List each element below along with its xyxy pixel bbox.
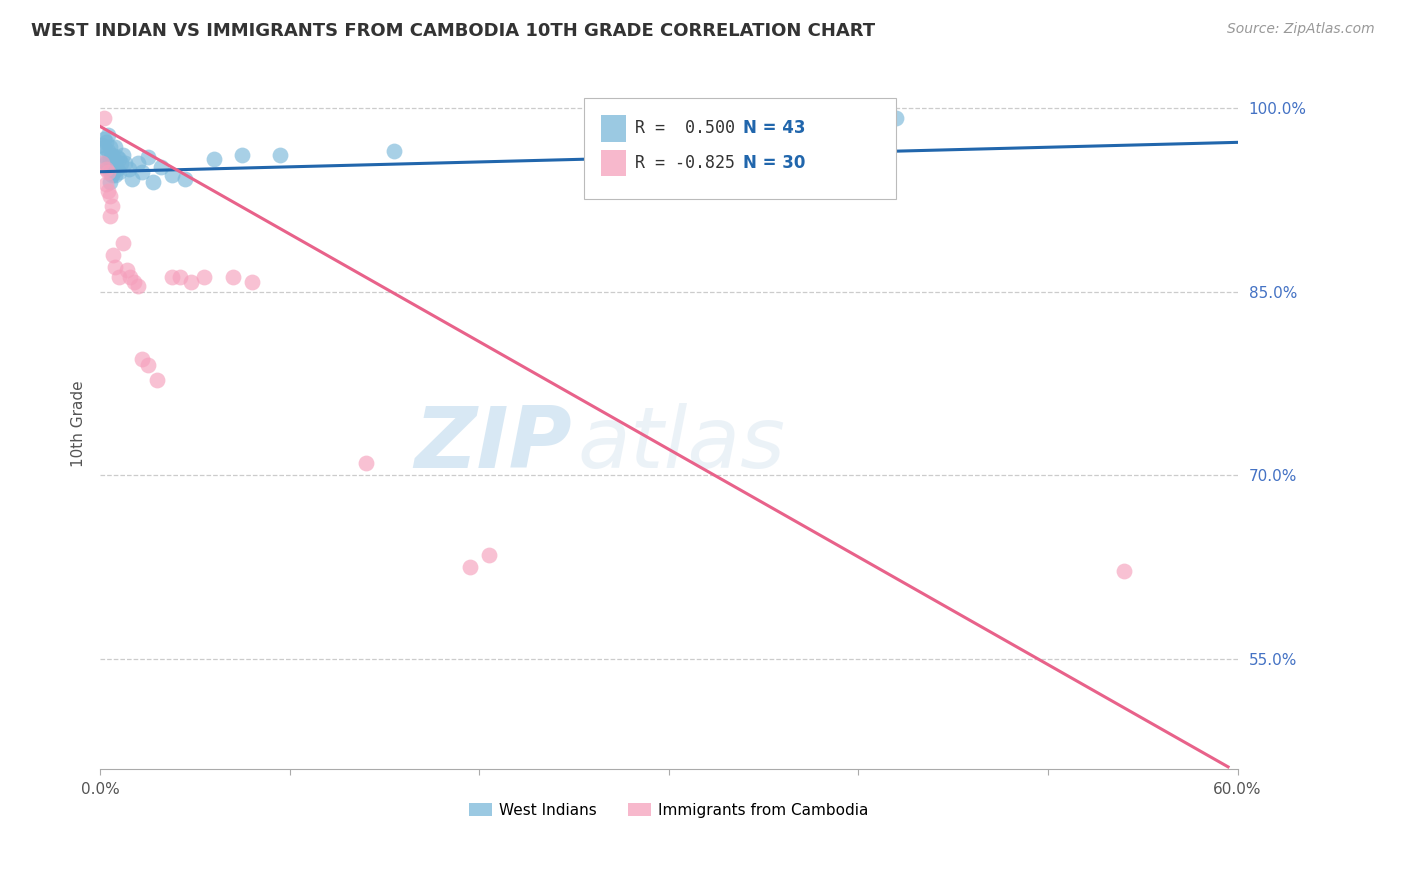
Point: [222, 270, 245, 285]
Text: WEST INDIAN VS IMMIGRANTS FROM CAMBODIA 10TH GRADE CORRELATION CHART: WEST INDIAN VS IMMIGRANTS FROM CAMBODIA …: [31, 22, 875, 40]
Point: [93, 131, 115, 145]
Point: [97, 128, 120, 142]
Point: [94, 136, 117, 150]
Point: [127, 278, 149, 293]
Text: Source: ZipAtlas.com: Source: ZipAtlas.com: [1227, 22, 1375, 37]
Point: [136, 358, 159, 372]
Point: [354, 456, 377, 470]
Point: [97, 184, 120, 198]
Text: N = 43: N = 43: [742, 119, 806, 137]
Point: [131, 352, 153, 367]
Point: [600, 153, 623, 167]
Point: [884, 111, 907, 125]
Point: [103, 248, 125, 262]
Point: [105, 150, 128, 164]
Point: [91, 156, 114, 170]
Y-axis label: 10th Grade: 10th Grade: [72, 380, 86, 467]
Point: [98, 165, 121, 179]
FancyBboxPatch shape: [600, 115, 626, 142]
Point: [94, 162, 117, 177]
Point: [122, 275, 145, 289]
Point: [94, 177, 117, 191]
Point: [174, 172, 197, 186]
Point: [100, 147, 122, 161]
Point: [478, 548, 501, 562]
Point: [142, 175, 165, 189]
Point: [160, 169, 183, 183]
Point: [146, 373, 169, 387]
Text: R = -0.825: R = -0.825: [634, 153, 735, 171]
Text: N = 30: N = 30: [742, 153, 806, 171]
Text: ZIP: ZIP: [415, 402, 572, 485]
Point: [100, 160, 122, 174]
Point: [136, 150, 159, 164]
Point: [127, 156, 149, 170]
Point: [269, 147, 291, 161]
Point: [131, 165, 153, 179]
Point: [115, 262, 138, 277]
Point: [108, 153, 131, 167]
Point: [98, 153, 121, 167]
Point: [231, 147, 253, 161]
Point: [98, 209, 121, 223]
Point: [100, 169, 122, 183]
Point: [97, 165, 120, 179]
Point: [91, 137, 114, 152]
Point: [104, 169, 127, 183]
Point: [121, 172, 143, 186]
Point: [117, 162, 139, 177]
Point: [93, 140, 115, 154]
Point: [94, 156, 117, 170]
Point: [94, 150, 117, 164]
Point: [110, 156, 132, 170]
Point: [169, 270, 191, 285]
Point: [114, 156, 136, 170]
Text: atlas: atlas: [578, 402, 786, 485]
Point: [98, 140, 121, 154]
Point: [180, 275, 202, 289]
Point: [1112, 564, 1135, 578]
Point: [120, 270, 142, 285]
Point: [104, 260, 127, 275]
Point: [160, 270, 183, 285]
Point: [100, 199, 122, 213]
Point: [97, 160, 120, 174]
Point: [103, 150, 125, 164]
Point: [97, 144, 120, 158]
Point: [105, 162, 128, 177]
Point: [382, 144, 405, 158]
Point: [458, 560, 481, 574]
Point: [104, 140, 127, 154]
Point: [93, 111, 115, 125]
Point: [240, 275, 263, 289]
Point: [111, 235, 134, 250]
FancyBboxPatch shape: [583, 98, 896, 199]
Point: [103, 165, 125, 179]
Text: R =  0.500: R = 0.500: [634, 119, 735, 137]
Point: [98, 175, 121, 189]
Point: [111, 147, 134, 161]
Point: [149, 160, 172, 174]
Point: [108, 270, 131, 285]
Point: [104, 156, 127, 170]
Legend: West Indians, Immigrants from Cambodia: West Indians, Immigrants from Cambodia: [463, 797, 875, 824]
Point: [193, 270, 215, 285]
Point: [108, 165, 131, 179]
Point: [202, 153, 225, 167]
Point: [98, 189, 121, 203]
FancyBboxPatch shape: [600, 150, 626, 177]
